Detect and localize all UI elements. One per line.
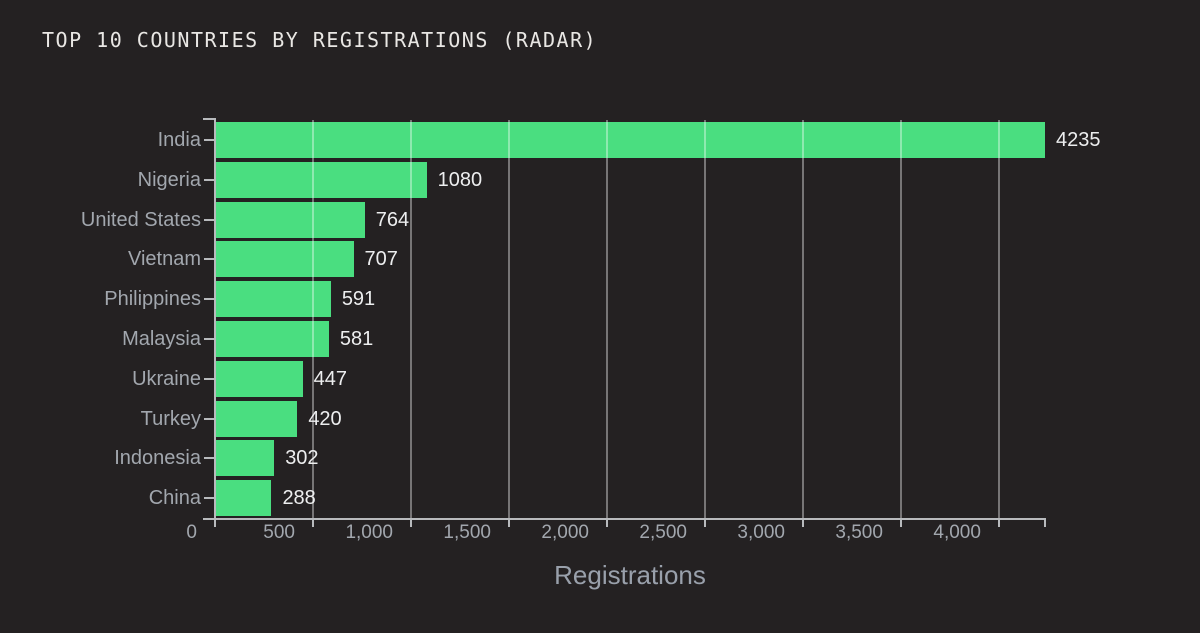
category-label-turkey: Turkey xyxy=(140,407,201,430)
value-label-indonesia: 302 xyxy=(285,447,319,470)
bar-turkey xyxy=(215,400,298,437)
y-axis-tick xyxy=(204,258,215,261)
bar-ukraine xyxy=(215,360,303,397)
y-axis-tick xyxy=(204,377,215,380)
x-axis-tick-label: 3,500 xyxy=(835,522,883,543)
category-label-india: India xyxy=(157,128,201,151)
y-axis-tick xyxy=(204,337,215,340)
category-label-malaysia: Malaysia xyxy=(122,327,201,350)
x-axis-tick xyxy=(605,518,608,527)
bar-indonesia xyxy=(215,440,275,477)
gridline xyxy=(410,120,412,518)
bar-philippines xyxy=(215,281,331,318)
value-label-philippines: 591 xyxy=(341,288,376,311)
y-axis-tick xyxy=(204,457,215,460)
bar-vietnam xyxy=(215,241,354,278)
x-axis-tick xyxy=(899,518,902,527)
value-label-vietnam: 707 xyxy=(364,248,398,271)
bar-united-states xyxy=(215,201,365,238)
value-label-turkey: 420 xyxy=(308,407,342,430)
x-axis-tick-label: 3,000 xyxy=(737,522,785,543)
bar-china xyxy=(215,480,272,517)
y-axis-tick xyxy=(204,218,215,221)
y-axis-line xyxy=(214,118,216,518)
category-label-philippines: Philippines xyxy=(104,288,201,311)
value-label-ukraine: 447 xyxy=(313,367,347,390)
value-label-china: 288 xyxy=(282,487,316,510)
bar-india xyxy=(215,121,1045,158)
chart-title: TOP 10 COUNTRIES BY REGISTRATIONS (RADAR… xyxy=(42,28,598,52)
gridline xyxy=(606,120,608,518)
x-axis-end-tick xyxy=(1044,518,1046,527)
bar-malaysia xyxy=(215,320,329,357)
y-axis-tick xyxy=(204,298,215,301)
bar-nigeria xyxy=(215,161,427,198)
category-label-nigeria: Nigeria xyxy=(137,168,201,191)
gridline xyxy=(998,120,1000,518)
value-label-india: 4235 xyxy=(1056,128,1101,151)
value-label-malaysia: 581 xyxy=(339,327,374,350)
x-axis-line xyxy=(203,518,1046,520)
gridline xyxy=(900,120,902,518)
x-axis-tick-label: 500 xyxy=(263,522,295,543)
gridline xyxy=(802,120,804,518)
x-axis-tick-label: 2,000 xyxy=(541,522,589,543)
x-axis-tick-label: 0 xyxy=(186,522,197,543)
x-axis-tick xyxy=(801,518,804,527)
x-axis-tick xyxy=(507,518,510,527)
x-axis-tick xyxy=(409,518,412,527)
y-axis-top-cap xyxy=(203,118,215,120)
x-axis-tick-label: 1,000 xyxy=(345,522,393,543)
x-axis-tick-label: 1,500 xyxy=(443,522,491,543)
category-label-vietnam: Vietnam xyxy=(127,248,201,271)
x-axis-tick xyxy=(214,518,216,527)
category-label-ukraine: Ukraine xyxy=(132,367,201,390)
x-axis-tick xyxy=(997,518,1000,527)
x-axis-tick-label: 4,000 xyxy=(933,522,981,543)
category-label-china: China xyxy=(148,487,201,510)
y-axis-tick xyxy=(204,178,215,181)
y-axis-tick xyxy=(204,138,215,141)
x-axis-tick xyxy=(703,518,706,527)
x-axis-title: Registrations xyxy=(554,560,706,590)
x-axis-tick xyxy=(311,518,314,527)
y-axis-tick xyxy=(204,497,215,500)
value-label-nigeria: 1080 xyxy=(437,168,483,191)
gridline xyxy=(508,120,510,518)
category-label-united-states: United States xyxy=(80,208,201,231)
value-label-united-states: 764 xyxy=(375,208,410,231)
gridline xyxy=(312,120,314,518)
y-axis-tick xyxy=(204,417,215,420)
x-axis-tick-label: 2,500 xyxy=(639,522,687,543)
gridline xyxy=(704,120,706,518)
category-label-indonesia: Indonesia xyxy=(114,447,201,470)
